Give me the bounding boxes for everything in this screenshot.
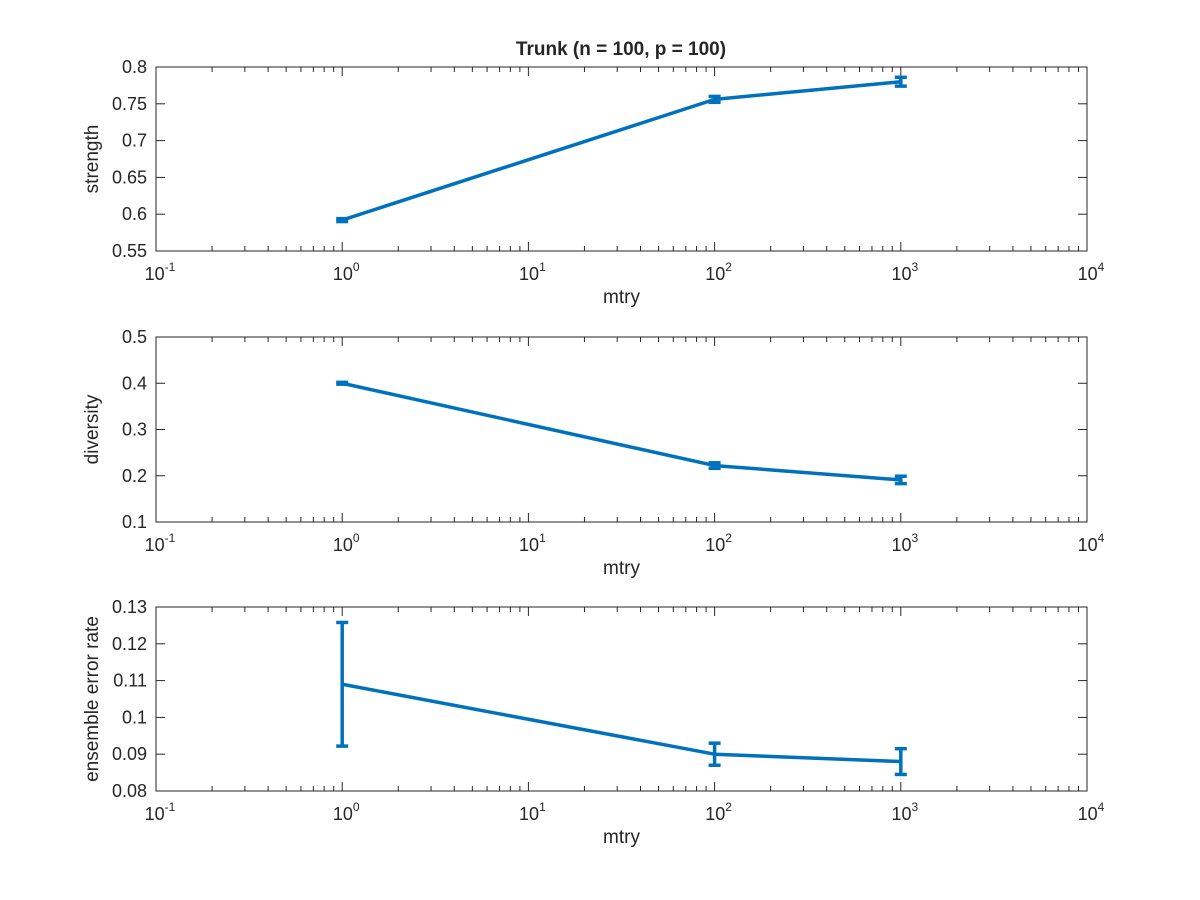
x-tick-label: 10-1 — [145, 260, 176, 284]
x-tick-label: 10-1 — [145, 531, 176, 555]
x-tick-label: 104 — [1078, 260, 1105, 284]
y-tick-label: 0.1 — [122, 707, 147, 727]
subplot-3: 10-1 100 101 102 103 104 0.08 0.09 0.1 0.11 0.12 0.… — [82, 597, 1105, 848]
axes-box — [155, 336, 1088, 523]
subplot-2: 10-1 100 101 102 103 104 0.1 0.2 0.3 0.4 0.5 mtry di… — [82, 327, 1105, 579]
x-tick-label: 100 — [333, 260, 360, 284]
series-line — [341, 381, 901, 482]
error-bar — [336, 620, 349, 748]
x-tick-label: 102 — [705, 800, 732, 824]
x-tick-label: 103 — [891, 531, 918, 555]
x-tick-label: 104 — [1078, 531, 1105, 555]
error-bar — [708, 461, 721, 471]
x-tick-label: 104 — [1078, 800, 1105, 824]
x-tick-label: 10-1 — [145, 800, 176, 824]
error-bar — [894, 746, 907, 777]
x-tick-label: 100 — [333, 531, 360, 555]
y-tick-label: 0.7 — [122, 131, 147, 151]
y-tick-label: 0.4 — [122, 373, 147, 393]
y-tick-label: 0.75 — [112, 94, 147, 114]
axes-box — [155, 66, 1088, 252]
error-bar — [708, 94, 721, 105]
y-axis-label: ensemble error rate — [82, 616, 103, 782]
error-bar — [336, 216, 349, 224]
y-tick-label: 0.5 — [122, 327, 147, 347]
y-axis-label: strength — [82, 125, 103, 194]
x-tick-label: 102 — [705, 260, 732, 284]
y-tick-label: 0.12 — [112, 634, 147, 654]
y-tick-label: 0.11 — [113, 671, 147, 691]
x-axis-label: mtry — [603, 827, 640, 848]
y-tick-label: 0.09 — [112, 744, 147, 764]
y-tick-label: 0.2 — [122, 466, 147, 486]
x-tick-label: 103 — [891, 800, 918, 824]
y-tick-label: 0.8 — [122, 57, 147, 77]
error-bar — [708, 741, 721, 767]
x-axis-label: mtry — [603, 558, 640, 579]
error-bar — [336, 380, 349, 386]
y-tick-label: 0.6 — [122, 204, 147, 224]
x-tick-label: 102 — [705, 531, 732, 555]
x-tick-label: 101 — [519, 531, 546, 555]
subplot-1: 10-1 100 101 102 103 104 0.55 0.6 0.65 0.7 0.75 0.8… — [82, 57, 1105, 308]
y-tick-label: 0.55 — [112, 241, 147, 261]
y-tick-label: 0.3 — [122, 420, 147, 440]
x-tick-label: 101 — [519, 800, 546, 824]
error-bar — [894, 474, 907, 486]
y-tick-label: 0.65 — [112, 167, 147, 187]
x-tick-label: 103 — [891, 260, 918, 284]
error-bar — [894, 75, 907, 88]
y-tick-label: 0.13 — [112, 597, 147, 617]
y-axis-label: diversity — [82, 394, 103, 464]
x-tick-label: 100 — [333, 800, 360, 824]
y-tick-label: 0.1 — [122, 512, 147, 532]
x-axis-label: mtry — [603, 287, 640, 308]
x-tick-label: 101 — [519, 260, 546, 284]
y-tick-label: 0.08 — [112, 781, 147, 801]
series-line — [341, 79, 901, 222]
axes-box — [155, 606, 1088, 792]
series-line — [341, 682, 901, 764]
chart-title: Trunk (n = 100, p = 100) — [516, 39, 726, 60]
